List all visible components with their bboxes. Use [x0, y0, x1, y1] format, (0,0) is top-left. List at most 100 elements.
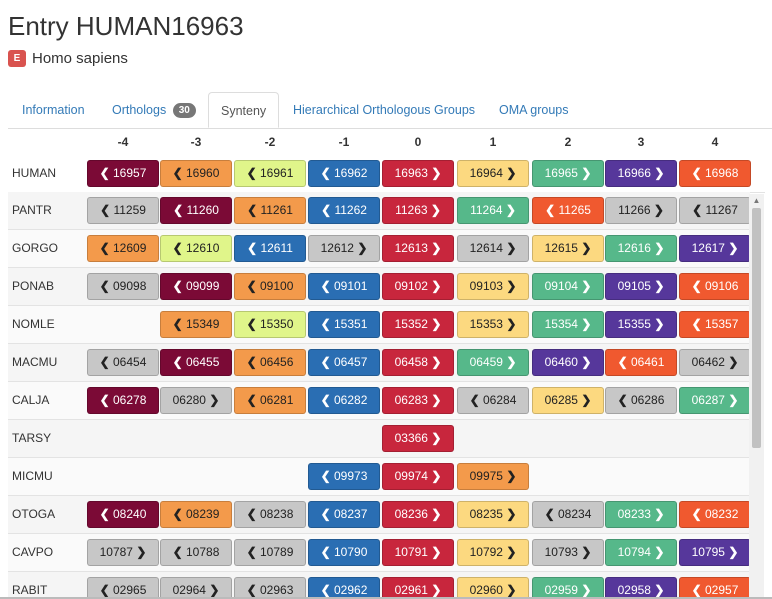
gene-button[interactable]: 16966 ❯	[605, 160, 677, 187]
gene-button[interactable]: 09974 ❯	[382, 463, 454, 490]
gene-button[interactable]: ❮ 09101	[308, 273, 380, 300]
gene-button[interactable]: 02964 ❯	[160, 577, 232, 599]
gene-button[interactable]: 09105 ❯	[605, 273, 677, 300]
gene-button[interactable]: ❮ 16957	[87, 160, 159, 187]
gene-button[interactable]: 10791 ❯	[382, 539, 454, 566]
gene-button[interactable]: ❮ 12609	[87, 235, 159, 262]
gene-button[interactable]: ❮ 09098	[87, 273, 159, 300]
gene-button[interactable]: 06285 ❯	[532, 387, 604, 414]
gene-button[interactable]: ❮ 11259	[87, 197, 159, 224]
gene-button[interactable]: ❮ 06456	[234, 349, 306, 376]
gene-button[interactable]: 06287 ❯	[679, 387, 751, 414]
gene-button[interactable]: ❮ 11260	[160, 197, 232, 224]
gene-button[interactable]: ❮ 15351	[308, 311, 380, 338]
gene-button[interactable]: ❮ 06455	[160, 349, 232, 376]
gene-button[interactable]: 08233 ❯	[605, 501, 677, 528]
gene-button[interactable]: 08236 ❯	[382, 501, 454, 528]
gene-button[interactable]: 12612 ❯	[308, 235, 380, 262]
gene-button[interactable]: ❮ 08239	[160, 501, 232, 528]
gene-button[interactable]: 10793 ❯	[532, 539, 604, 566]
gene-button[interactable]: 09104 ❯	[532, 273, 604, 300]
gene-button[interactable]: 10787 ❯	[87, 539, 159, 566]
gene-button[interactable]: ❮ 06461	[605, 349, 677, 376]
gene-button[interactable]: ❮ 10790	[308, 539, 380, 566]
gene-button[interactable]: ❮ 06282	[308, 387, 380, 414]
gene-button[interactable]: ❮ 15349	[160, 311, 232, 338]
gene-button[interactable]: ❮ 10789	[234, 539, 306, 566]
gene-button[interactable]: ❮ 06286	[605, 387, 677, 414]
gene-button[interactable]: ❮ 02963	[234, 577, 306, 599]
gene-button[interactable]: ❮ 16968	[679, 160, 751, 187]
gene-button[interactable]: ❮ 06457	[308, 349, 380, 376]
gene-button[interactable]: 06458 ❯	[382, 349, 454, 376]
gene-button[interactable]: 16963 ❯	[382, 160, 454, 187]
scroll-up-arrow-icon[interactable]: ▲	[752, 196, 761, 205]
gene-button[interactable]: 06462 ❯	[679, 349, 751, 376]
gene-button[interactable]: 06460 ❯	[532, 349, 604, 376]
gene-button[interactable]: 12615 ❯	[532, 235, 604, 262]
gene-button[interactable]: ❮ 09106	[679, 273, 751, 300]
tab-orthologs[interactable]: Orthologs 30	[112, 92, 196, 128]
gene-button[interactable]: ❮ 11265	[532, 197, 604, 224]
gene-button[interactable]: ❮ 16960	[160, 160, 232, 187]
gene-button[interactable]: 03366 ❯	[382, 425, 454, 452]
gene-button[interactable]: ❮ 02965	[87, 577, 159, 599]
gene-button[interactable]: 16964 ❯	[457, 160, 529, 187]
gene-button[interactable]: ❮ 08234	[532, 501, 604, 528]
gene-button[interactable]: 02961 ❯	[382, 577, 454, 599]
gene-button[interactable]: ❮ 06284	[457, 387, 529, 414]
gene-button[interactable]: 02960 ❯	[457, 577, 529, 599]
tab-synteny[interactable]: Synteny	[208, 92, 280, 128]
gene-button[interactable]: ❮ 02957	[679, 577, 751, 599]
gene-button[interactable]: 11266 ❯	[605, 197, 677, 224]
gene-button[interactable]: 02958 ❯	[605, 577, 677, 599]
gene-button[interactable]: 11263 ❯	[382, 197, 454, 224]
gene-button[interactable]: ❮ 15350	[234, 311, 306, 338]
gene-button[interactable]: ❮ 09099	[160, 273, 232, 300]
tab-oma-groups[interactable]: OMA groups	[499, 103, 569, 117]
gene-button[interactable]: 10795 ❯	[679, 539, 751, 566]
gene-button[interactable]: ❮ 12610	[160, 235, 232, 262]
gene-button[interactable]: ❮ 11267	[679, 197, 751, 224]
gene-button[interactable]: ❮ 06454	[87, 349, 159, 376]
gene-button[interactable]: 06459 ❯	[457, 349, 529, 376]
gene-button[interactable]: 06280 ❯	[160, 387, 232, 414]
gene-button[interactable]: 12616 ❯	[605, 235, 677, 262]
gene-button[interactable]: 06283 ❯	[382, 387, 454, 414]
gene-button[interactable]: 08235 ❯	[457, 501, 529, 528]
gene-button[interactable]: 16965 ❯	[532, 160, 604, 187]
gene-button[interactable]: ❮ 16962	[308, 160, 380, 187]
gene-button[interactable]: 10792 ❯	[457, 539, 529, 566]
gene-button[interactable]: ❮ 12611	[234, 235, 306, 262]
gene-button[interactable]: 10794 ❯	[605, 539, 677, 566]
gene-button[interactable]: ❮ 06278	[87, 387, 159, 414]
gene-button[interactable]: ❮ 11261	[234, 197, 306, 224]
gene-button[interactable]: 09103 ❯	[457, 273, 529, 300]
gene-button[interactable]: 15354 ❯	[532, 311, 604, 338]
gene-button[interactable]: 02959 ❯	[532, 577, 604, 599]
gene-button[interactable]: ❮ 15357	[679, 311, 751, 338]
gene-button[interactable]: ❮ 10788	[160, 539, 232, 566]
gene-button[interactable]: ❮ 16961	[234, 160, 306, 187]
gene-button[interactable]: ❮ 08238	[234, 501, 306, 528]
gene-button[interactable]: 09975 ❯	[457, 463, 529, 490]
gene-button[interactable]: ❮ 02962	[308, 577, 380, 599]
gene-button[interactable]: 12613 ❯	[382, 235, 454, 262]
gene-button[interactable]: ❮ 09100	[234, 273, 306, 300]
tab-hierarchical-orthologous-groups[interactable]: Hierarchical Orthologous Groups	[293, 103, 476, 117]
gene-button[interactable]: ❮ 08240	[87, 501, 159, 528]
gene-button[interactable]: 15352 ❯	[382, 311, 454, 338]
gene-button[interactable]: 12614 ❯	[457, 235, 529, 262]
gene-button[interactable]: ❮ 08232	[679, 501, 751, 528]
scrollbar-thumb[interactable]	[752, 208, 761, 448]
gene-button[interactable]: ❮ 06281	[234, 387, 306, 414]
gene-button[interactable]: 15355 ❯	[605, 311, 677, 338]
gene-button[interactable]: ❮ 08237	[308, 501, 380, 528]
gene-button[interactable]: ❮ 11262	[308, 197, 380, 224]
gene-button[interactable]: 11264 ❯	[457, 197, 529, 224]
gene-button[interactable]: 15353 ❯	[457, 311, 529, 338]
gene-button[interactable]: ❮ 09973	[308, 463, 380, 490]
gene-button[interactable]: 09102 ❯	[382, 273, 454, 300]
tab-information[interactable]: Information	[22, 103, 85, 117]
gene-button[interactable]: 12617 ❯	[679, 235, 751, 262]
